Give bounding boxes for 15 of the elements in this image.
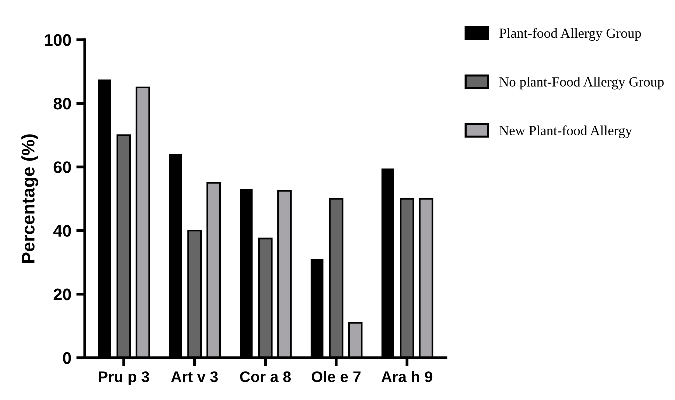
y-axis-title: Percentage (%)	[22, 134, 38, 264]
y-tick-label: 40	[54, 225, 72, 238]
x-tick-label: Ole e 7	[312, 371, 361, 382]
legend-label: Plant-food Allergy Group	[500, 28, 642, 42]
x-tick-label: Art v 3	[171, 372, 218, 382]
legend-label: New Plant-food Allergy	[500, 126, 632, 138]
y-tick-label: 0	[63, 352, 72, 364]
x-tick-label: Pru p 3	[99, 372, 150, 386]
y-tick-label: 60	[54, 162, 72, 174]
y-tick-label: 100	[45, 34, 72, 46]
x-tick-label: Cor a 8	[240, 372, 292, 382]
legend-label: No plant-Food Allergy Group	[500, 77, 664, 90]
y-tick-label: 80	[54, 98, 72, 110]
y-tick-label: 20	[54, 288, 72, 301]
x-tick-label: Ara h 9	[382, 371, 433, 382]
